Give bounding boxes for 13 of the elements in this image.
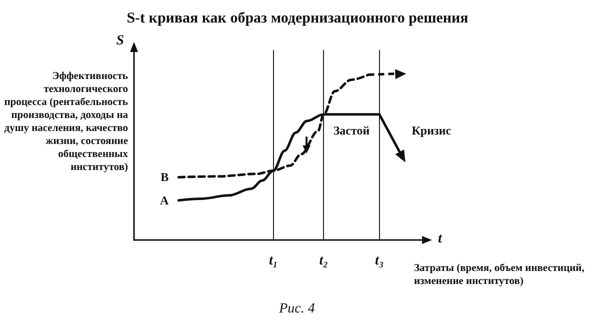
y-axis-title: Эффективность технологического процесса (рентабельность производства, доходы на душу населения, качество жизни, состояние общественных институтов) [3, 70, 128, 174]
x-tick-label: t₁ [269, 254, 278, 268]
text: S [116, 34, 124, 48]
x-tick-label: t₃ [374, 254, 384, 268]
chart-title: S-t кривая как образ модернизационного решения [126, 10, 468, 26]
annotation: Застой [333, 123, 370, 138]
text: t [438, 232, 443, 246]
series-label: A [160, 193, 169, 208]
x-tick-label: t₂ [319, 254, 328, 268]
annotation: Кризис [412, 123, 452, 138]
x-axis-title: Затраты (время, объем инвестиций, изменение институтов) [414, 262, 586, 288]
text: Рис. 4 [278, 302, 315, 316]
series-label: B [160, 170, 169, 184]
